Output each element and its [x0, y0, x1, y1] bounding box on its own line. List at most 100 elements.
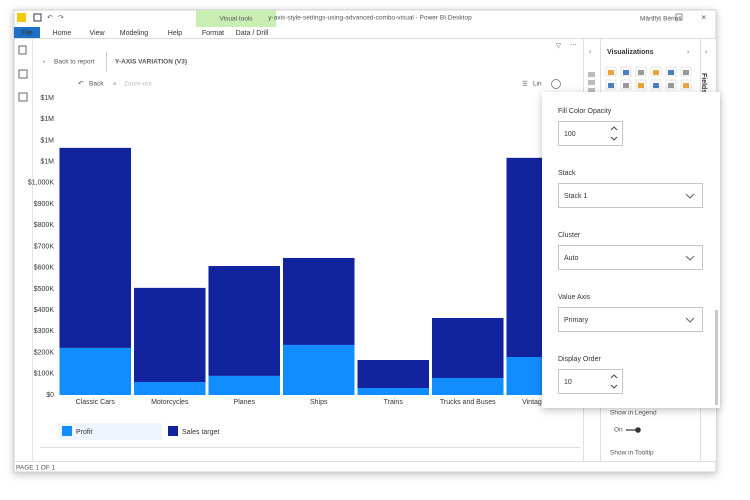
bar[interactable]	[208, 266, 281, 376]
y-tick-label: $1M	[40, 116, 54, 123]
scrollbar[interactable]	[715, 310, 718, 405]
field-label: Cluster	[558, 232, 581, 239]
field-value[interactable]: 10	[564, 379, 572, 386]
format-panel: Fill Color Opacity 100 Stack Stack 1 Cluster…	[542, 92, 720, 408]
field-value[interactable]: 100	[564, 131, 576, 138]
visual-type-glyph	[638, 83, 644, 88]
x-tick-label: Trains	[384, 399, 404, 406]
save-icon[interactable]	[33, 13, 42, 22]
legend-swatch[interactable]	[168, 426, 178, 436]
dropdown-chevron[interactable]	[685, 193, 695, 199]
window-title: y-axis-style-settings-using-advanced-com…	[268, 15, 472, 22]
dropdown[interactable]	[558, 183, 703, 208]
spin-up[interactable]	[610, 126, 618, 131]
ribbon-tab[interactable]: Format	[202, 30, 224, 37]
page-indicator: PAGE 1 OF 1	[16, 465, 56, 472]
ribbon-tab[interactable]: Home	[53, 30, 72, 37]
info-icon[interactable]	[551, 79, 561, 89]
spinner[interactable]	[558, 121, 623, 146]
show-in-legend: Show in Legend	[610, 410, 657, 417]
dropdown-chevron[interactable]	[685, 255, 695, 261]
spinner[interactable]	[558, 369, 623, 394]
minimize-button[interactable]: –	[653, 14, 657, 21]
file-tab[interactable]	[14, 27, 40, 38]
field-value[interactable]: Primary	[564, 317, 589, 324]
x-tick-label: Planes	[234, 399, 256, 406]
close-button[interactable]: ✕	[701, 15, 706, 22]
context-group-label: Visual tools	[219, 16, 253, 23]
back-chevron[interactable]: ‹	[43, 59, 45, 66]
y-tick-label: $1M	[40, 137, 54, 144]
back-to-report[interactable]: Back to report	[54, 59, 95, 66]
redo-icon[interactable]: ↷	[58, 15, 64, 22]
user-name: Mārtiņš Bēriņš	[640, 16, 682, 23]
ribbon-tab[interactable]: Help	[168, 30, 183, 37]
bar[interactable]	[357, 387, 430, 395]
bar[interactable]	[208, 375, 281, 395]
visual-type-glyph	[683, 83, 689, 88]
data-view-icon[interactable]	[18, 69, 28, 79]
visual-type-glyph	[653, 70, 659, 75]
visual-type-glyph	[608, 83, 614, 88]
toggle-knob[interactable]	[635, 427, 641, 433]
visualizations-title: Visualizations	[607, 49, 654, 56]
ribbon-tab[interactable]: File	[21, 30, 32, 37]
undo-icon[interactable]: ↶	[47, 15, 52, 22]
line-icon[interactable]: ☰	[522, 81, 528, 88]
report-view-icon[interactable]	[18, 45, 27, 55]
drill-back[interactable]: Back	[89, 81, 104, 88]
fields-tab[interactable]: Fields	[700, 73, 707, 93]
spin-down[interactable]	[610, 136, 618, 141]
spin-up[interactable]	[610, 374, 618, 379]
dropdown-chevron[interactable]	[685, 317, 695, 323]
legend-highlight	[58, 423, 162, 440]
line-label[interactable]: Lin	[533, 81, 542, 88]
zoom-out[interactable]: Zoom-out	[124, 81, 152, 88]
visual-title: Y-AXIS VARIATION (V3)	[115, 59, 187, 66]
more-options[interactable]: ⋯	[570, 42, 577, 49]
zoom-icon[interactable]: ⌕	[113, 81, 117, 88]
bar[interactable]	[357, 359, 430, 388]
spin-down[interactable]	[610, 384, 618, 389]
bar[interactable]	[133, 382, 206, 395]
maximize-button[interactable]	[675, 13, 683, 21]
ribbon-tab[interactable]: Data / Drill	[236, 30, 269, 37]
bar[interactable]	[59, 147, 132, 348]
dropdown[interactable]	[558, 307, 703, 332]
y-tick-label: $300K	[34, 328, 55, 335]
field-value[interactable]: Auto	[564, 255, 579, 262]
visual-type-glyph	[623, 70, 629, 75]
visual-type-glyph	[668, 83, 674, 88]
ribbon-tab[interactable]: View	[89, 30, 105, 37]
bar[interactable]	[431, 378, 504, 395]
bar[interactable]	[282, 257, 355, 345]
field-value[interactable]: Stack 1	[564, 193, 587, 200]
dropdown[interactable]	[558, 245, 703, 270]
bar[interactable]	[282, 344, 355, 395]
ribbon-tab[interactable]: Modeling	[120, 30, 149, 37]
y-tick-label: $100K	[34, 371, 55, 378]
y-tick-label: $1M	[40, 95, 54, 102]
drill-back-icon[interactable]: ↶	[78, 81, 83, 88]
collapse-filters[interactable]: ‹	[589, 49, 591, 56]
expand-fields[interactable]: ‹	[705, 49, 707, 56]
legend-label[interactable]: Sales target	[182, 429, 219, 436]
filter-icon[interactable]: ▽	[556, 43, 561, 50]
show-in-tooltip: Show in Tooltip	[610, 450, 654, 457]
x-tick-label: Ships	[310, 399, 328, 406]
context-tab-group	[196, 10, 276, 27]
side-icon	[588, 80, 595, 85]
y-tick-label: $200K	[34, 349, 55, 356]
x-tick-label: Motorcycles	[151, 399, 189, 406]
bar[interactable]	[133, 287, 206, 383]
collapse-visualizations[interactable]: ›	[687, 49, 689, 56]
legend-label[interactable]: Profit	[76, 429, 92, 436]
visual-type-glyph	[638, 70, 644, 75]
legend-swatch[interactable]	[62, 426, 72, 436]
bar[interactable]	[59, 347, 132, 395]
visual-type-glyph	[653, 83, 659, 88]
side-icon	[588, 72, 595, 77]
bar[interactable]	[431, 317, 504, 379]
model-view-icon[interactable]	[18, 92, 28, 102]
